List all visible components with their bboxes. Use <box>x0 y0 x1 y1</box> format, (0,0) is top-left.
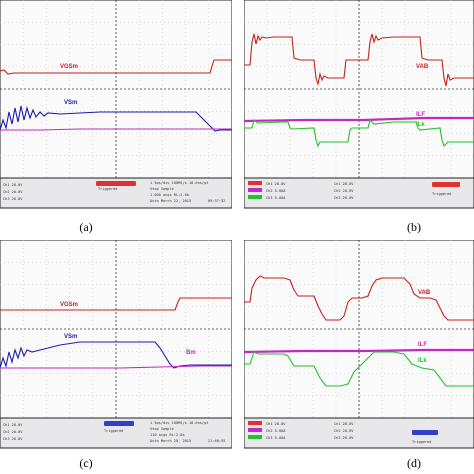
trace-ilk-b <box>244 118 474 148</box>
meas-line-3-b: Ch3 20.0V <box>334 196 354 200</box>
scope-panel-d: VAB ILF ILk Ch1 20.0V Ch2 5.00A Ch3 5.00… <box>244 240 474 474</box>
label-vgsm-c: VGSm <box>60 302 78 308</box>
trigger-status-b: Triggered <box>432 192 451 196</box>
caption-c: (c) <box>79 456 93 470</box>
scope-screen-d: VAB ILF ILk Ch1 20.0V Ch2 5.00A Ch3 5.00… <box>244 240 474 449</box>
acq-line-3-c: 110 acqs RL:2.0k <box>150 433 185 437</box>
ch1-readout-d: Ch1 20.0V <box>266 422 286 426</box>
trace-vsm-c <box>0 341 232 369</box>
meas-line-2-d: Ch2 20.0V <box>334 429 354 433</box>
ch3-readout: Ch3 20.0V <box>3 197 23 201</box>
label-ilk-b: ILk <box>416 122 425 128</box>
ch3-readout-d: Ch3 5.00A <box>266 436 286 440</box>
acq-line-4-c: Auto March 20, 2015 <box>150 439 191 443</box>
scope-panel-c: VGSm VSm Bm Ch1 20.0V Ch2 20.0V Ch3 20.0… <box>0 240 232 474</box>
label-vsm: VSm <box>64 100 77 106</box>
acq-line-4: Auto March 22, 2015 <box>150 199 191 203</box>
label-vsm-c: VSm <box>64 334 77 340</box>
label-ilf-b: ILF <box>416 112 425 118</box>
timestamp: 09:37:32 <box>208 199 225 203</box>
meas-line-2-b: Ch2 20.0V <box>334 189 354 193</box>
ch2-readout-b: Ch2 5.00A <box>266 189 286 193</box>
label-ilk-d: ILk <box>418 358 427 364</box>
meas-line-1-b: Ch1 20.0V <box>334 182 354 186</box>
trace-ilk-d <box>244 351 474 387</box>
trigger-status-d: Triggered <box>412 440 431 444</box>
ch2-readout: Ch2 20.0V <box>3 190 23 194</box>
trace-ilf-b <box>244 116 474 123</box>
caption-a: (a) <box>79 220 93 234</box>
caption-d: (d) <box>407 456 421 470</box>
scope-screen-b: VAB ILF ILk Ch1 20.0V Ch2 5.00A Ch3 5.00… <box>244 0 474 209</box>
ch2-readout-c: Ch2 20.0V <box>3 430 23 434</box>
trace-vgsm <box>0 59 232 75</box>
meas-line-1-d: Ch1 20.0V <box>334 422 354 426</box>
scope-screen-c: VGSm VSm Bm Ch1 20.0V Ch2 20.0V Ch3 20.0… <box>0 240 232 449</box>
trace-vgsm-c <box>0 297 232 311</box>
timestamp-c: 21:48:55 <box>208 439 225 443</box>
ch3-readout-b: Ch3 5.00A <box>266 196 286 200</box>
scope-panel-b: VAB ILF ILk Ch1 20.0V Ch2 5.00A Ch3 5.00… <box>244 0 474 240</box>
acq-line-1: 1 5ps/div 100MS/s 10.0ns/pt <box>150 181 208 185</box>
label-bm-c: Bm <box>186 350 196 356</box>
trace-bm-c <box>0 365 232 369</box>
acq-line-1-c: 1 5ps/div 100MS/s 10.0ns/pt <box>150 421 208 425</box>
label-vab-d: VAB <box>418 290 431 296</box>
meas-line-3-d: Ch3 20.0V <box>334 436 354 440</box>
label-vgsm: VGSm <box>60 64 78 70</box>
caption-b: (b) <box>407 220 421 234</box>
trace-vab-d <box>244 275 474 321</box>
trace-magenta-a <box>0 128 232 131</box>
trace-ilf-d <box>244 348 474 354</box>
trigger-status-c: Triggered <box>104 429 123 433</box>
acq-line-2-c: Stop Sample <box>150 427 174 431</box>
scope-screen-a: VGSm VSm Ch1 20.0V Ch2 20.0V Ch3 20.0V T… <box>0 0 232 209</box>
acq-line-3: 1.000 acqs RL:2.0k <box>150 193 190 197</box>
trigger-status: Triggered <box>98 187 117 191</box>
label-ilf-d: ILF <box>418 342 427 348</box>
trace-vsm <box>0 105 232 132</box>
ch2-readout-d: Ch2 5.00A <box>266 429 286 433</box>
ch1-readout: Ch1 20.0V <box>3 183 23 187</box>
trace-vab-b <box>244 33 474 87</box>
ch1-readout-c: Ch1 20.0V <box>3 423 23 427</box>
acq-line-2: Stop Sample <box>150 187 174 191</box>
ch3-readout-c: Ch3 20.0V <box>3 437 23 441</box>
label-vab-b: VAB <box>416 64 429 70</box>
scope-panel-a: VGSm VSm Ch1 20.0V Ch2 20.0V Ch3 20.0V T… <box>0 0 232 240</box>
ch1-readout-b: Ch1 20.0V <box>266 182 286 186</box>
